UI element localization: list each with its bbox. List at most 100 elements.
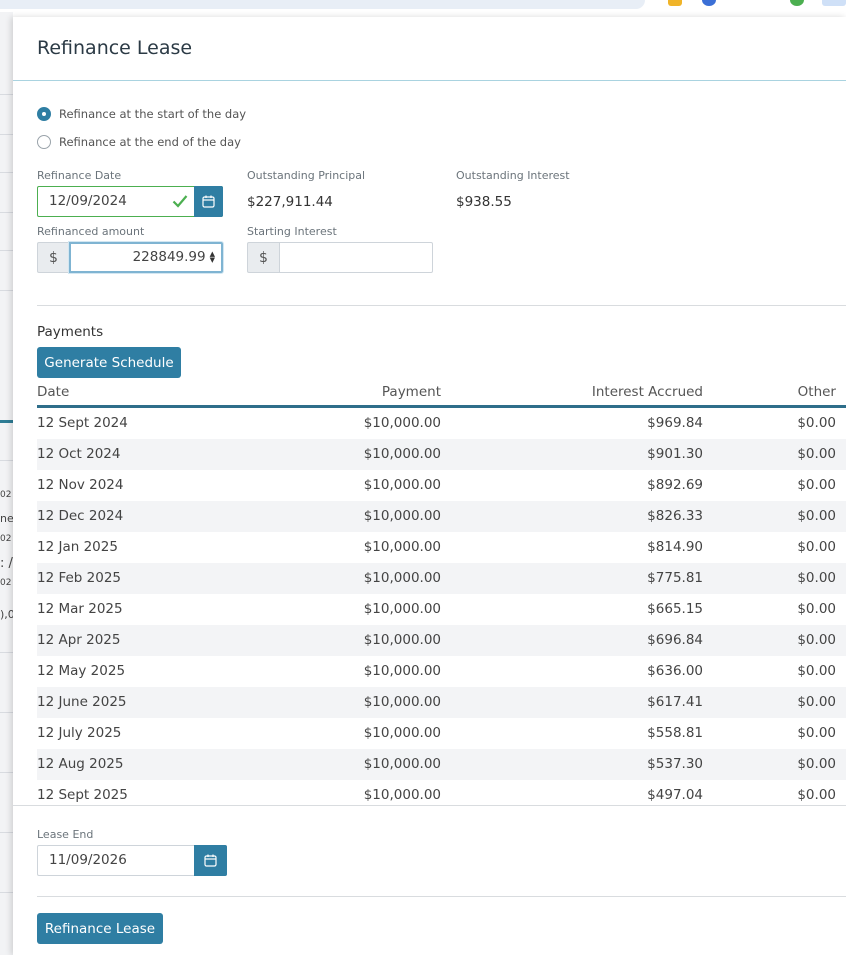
starting-interest-input[interactable] — [279, 242, 433, 273]
profile-icon[interactable] — [822, 0, 846, 6]
refinance-date-field[interactable]: 12/09/2024 — [37, 186, 223, 217]
refinance-lease-button[interactable]: Refinance Lease — [37, 913, 163, 944]
table-row: 12 Apr 2025 $10,000.00 $696.84 $0.00 — [37, 625, 846, 656]
outstanding-interest-value: $938.55 — [456, 194, 512, 210]
extension-icon[interactable] — [668, 0, 682, 6]
radio-refinance-start-label: Refinance at the start of the day — [59, 107, 247, 121]
outstanding-principal-value: $227,911.44 — [247, 194, 333, 210]
cell-payment: $10,000.00 — [363, 663, 441, 679]
cell-interest: $814.90 — [647, 539, 703, 555]
cell-date: 12 May 2025 — [37, 663, 126, 679]
cell-payment: $10,000.00 — [363, 477, 441, 493]
starting-interest-field[interactable]: $ — [247, 242, 433, 273]
cell-interest: $665.15 — [647, 601, 703, 617]
cell-other: $0.00 — [797, 694, 836, 710]
payments-heading: Payments — [37, 324, 104, 340]
cell-other: $0.00 — [797, 756, 836, 772]
outstanding-principal-label: Outstanding Principal — [247, 169, 366, 182]
refinance-date-label: Refinance Date — [37, 169, 122, 182]
cell-payment: $10,000.00 — [363, 725, 441, 741]
radio-unchecked-icon[interactable] — [37, 135, 51, 149]
lease-end-field[interactable]: 11/09/2026 — [37, 845, 227, 876]
cell-payment: $10,000.00 — [363, 787, 441, 803]
cell-other: $0.00 — [797, 508, 836, 524]
cell-other: $0.00 — [797, 446, 836, 462]
radio-refinance-end[interactable]: Refinance at the end of the day — [37, 135, 241, 149]
table-row: 12 Feb 2025 $10,000.00 $775.81 $0.00 — [37, 563, 846, 594]
table-row: 12 Sept 2025 $10,000.00 $497.04 $0.00 — [37, 780, 846, 805]
lease-end-label: Lease End — [37, 828, 94, 841]
extension-icon[interactable] — [790, 0, 804, 6]
cell-payment: $10,000.00 — [363, 415, 441, 431]
cell-interest: $537.30 — [647, 756, 703, 772]
cell-payment: $10,000.00 — [363, 632, 441, 648]
cell-other: $0.00 — [797, 601, 836, 617]
table-header: Date Payment Interest Accrued Other — [37, 377, 846, 408]
table-bottom-border — [13, 805, 846, 806]
table-row: 12 Dec 2024 $10,000.00 $826.33 $0.00 — [37, 501, 846, 532]
number-spinner-icon[interactable]: ▲ ▼ — [209, 250, 215, 264]
calendar-icon — [204, 854, 217, 867]
generate-schedule-button[interactable]: Generate Schedule — [37, 347, 181, 378]
cell-date: 12 July 2025 — [37, 725, 122, 741]
cell-other: $0.00 — [797, 787, 836, 803]
table-row: 12 Mar 2025 $10,000.00 $665.15 $0.00 — [37, 594, 846, 625]
table-row: 12 May 2025 $10,000.00 $636.00 $0.00 — [37, 656, 846, 687]
table-body: 12 Sept 2024 $10,000.00 $969.84 $0.00 12 Oct… — [37, 408, 846, 805]
cell-date: 12 June 2025 — [37, 694, 127, 710]
cell-payment: $10,000.00 — [363, 756, 441, 772]
cell-date: 12 Mar 2025 — [37, 601, 123, 617]
cell-interest: $901.30 — [647, 446, 703, 462]
modal-header: Refinance Lease — [13, 17, 846, 81]
cell-interest: $826.33 — [647, 508, 703, 524]
cell-date: 12 Feb 2025 — [37, 570, 122, 586]
lease-end-calendar-button[interactable] — [194, 845, 227, 876]
address-bar[interactable] — [0, 0, 645, 9]
cell-payment: $10,000.00 — [363, 446, 441, 462]
currency-prefix: $ — [37, 242, 69, 273]
cell-other: $0.00 — [797, 539, 836, 555]
cell-payment: $10,000.00 — [363, 601, 441, 617]
lease-end-input[interactable]: 11/09/2026 — [49, 852, 127, 868]
column-header-date: Date — [37, 384, 70, 400]
cell-date: 12 Apr 2025 — [37, 632, 121, 648]
browser-toolbar — [0, 0, 846, 12]
radio-refinance-start[interactable]: Refinance at the start of the day — [37, 107, 246, 121]
cell-payment: $10,000.00 — [363, 694, 441, 710]
cell-other: $0.00 — [797, 725, 836, 741]
column-header-interest: Interest Accrued — [591, 384, 703, 400]
cell-date: 12 Sept 2025 — [37, 787, 128, 803]
payment-schedule-table: Date Payment Interest Accrued Other 12 S… — [37, 377, 846, 805]
cell-other: $0.00 — [797, 632, 836, 648]
cell-interest: $892.69 — [647, 477, 703, 493]
extension-icon[interactable] — [702, 0, 716, 6]
cell-date: 12 Jan 2025 — [37, 539, 118, 555]
modal-title: Refinance Lease — [37, 37, 193, 59]
background-text: ),0 — [0, 608, 15, 621]
refinance-lease-modal: Refinance Lease Refinance at the start o… — [13, 17, 846, 955]
refinance-date-input[interactable]: 12/09/2024 — [38, 187, 194, 216]
background-text: ne — [0, 512, 14, 525]
section-divider — [37, 305, 846, 306]
background-text: 02 — [0, 534, 12, 544]
footer-divider — [37, 896, 846, 897]
cell-interest: $497.04 — [647, 787, 703, 803]
currency-prefix: $ — [247, 242, 279, 273]
column-header-payment: Payment — [381, 384, 441, 400]
cell-other: $0.00 — [797, 477, 836, 493]
background-text: : / — [0, 556, 13, 571]
cell-interest: $617.41 — [647, 694, 703, 710]
cell-interest: $558.81 — [647, 725, 703, 741]
cell-other: $0.00 — [797, 570, 836, 586]
cell-date: 12 Oct 2024 — [37, 446, 121, 462]
refinanced-amount-label: Refinanced amount — [37, 225, 145, 238]
refinance-date-calendar-button[interactable] — [194, 186, 223, 217]
table-row: 12 Sept 2024 $10,000.00 $969.84 $0.00 — [37, 408, 846, 439]
cell-other: $0.00 — [797, 415, 836, 431]
cell-interest: $969.84 — [647, 415, 703, 431]
refinanced-amount-input[interactable]: 228849.99 ▲ ▼ — [69, 242, 223, 273]
cell-date: 12 Sept 2024 — [37, 415, 128, 431]
refinanced-amount-field[interactable]: $ 228849.99 ▲ ▼ — [37, 242, 223, 273]
radio-checked-icon[interactable] — [37, 107, 51, 121]
table-row: 12 Jan 2025 $10,000.00 $814.90 $0.00 — [37, 532, 846, 563]
